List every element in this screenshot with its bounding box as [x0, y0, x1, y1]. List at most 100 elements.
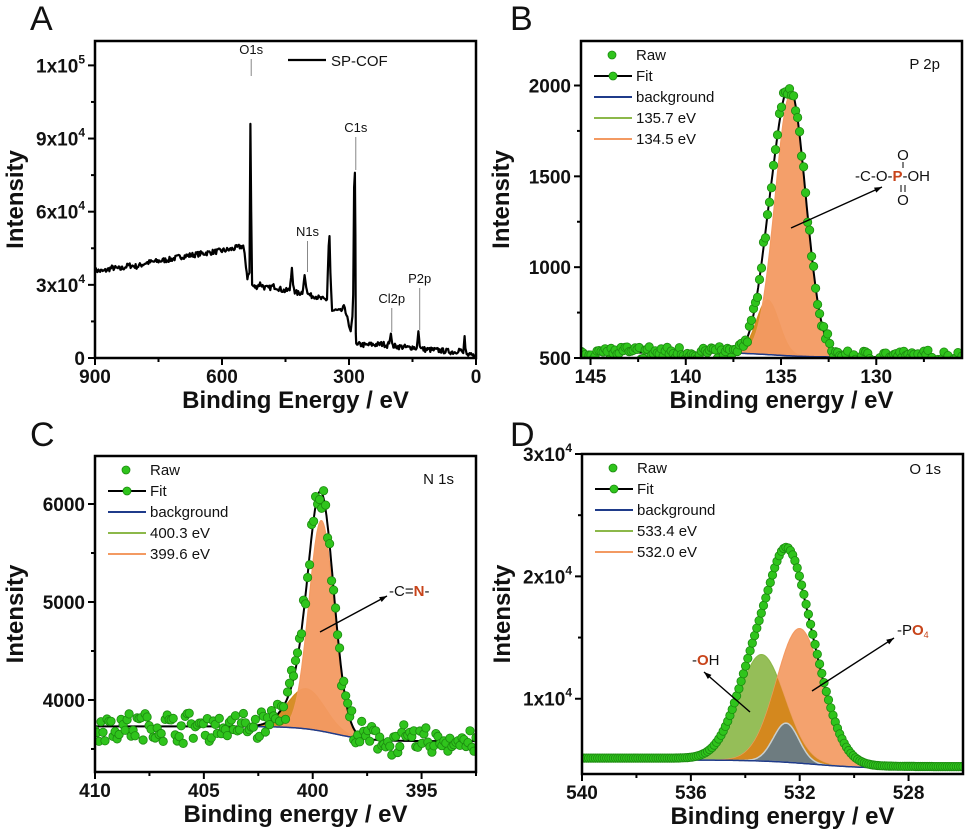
raw-data-point [278, 702, 289, 712]
panel-letter: D [510, 416, 535, 454]
panel-letter: A [30, 0, 53, 38]
y-tick-label-base: 1x10 [36, 56, 78, 77]
raw-data-point [756, 608, 766, 618]
raw-data-point [264, 720, 275, 730]
raw-data-point [300, 599, 311, 609]
raw-data-point [158, 736, 168, 747]
legend-label: background [150, 504, 228, 521]
raw-data-point [334, 643, 345, 653]
raw-data-point [738, 669, 749, 679]
formula-suffix: - [424, 583, 429, 600]
raw-data-point [763, 585, 773, 595]
raw-data-point [288, 671, 299, 681]
imine-formula: -C=N- [389, 583, 429, 600]
formula-highlight: P [893, 168, 903, 185]
y-tick-label-exponent: 4 [565, 563, 572, 577]
raw-data-point [923, 345, 933, 355]
raw-data-point [399, 720, 409, 730]
raw-data-point [801, 599, 811, 609]
raw-data-point [808, 261, 819, 271]
x-tick-label: 532 [784, 783, 816, 804]
legend-label: Raw [637, 460, 667, 477]
raw-data-point [766, 183, 777, 193]
raw-data-point [100, 736, 110, 746]
imine-annotation-arrow-line [319, 595, 388, 633]
legend-label: background [636, 89, 714, 106]
y-tick-label: 9x104 [36, 126, 85, 151]
raw-data-point [385, 741, 395, 751]
raw-data-point [343, 698, 353, 708]
raw-data-point [776, 102, 787, 112]
raw-data-point [184, 708, 194, 718]
panel-letter: B [510, 0, 533, 38]
raw-data-point [138, 735, 148, 745]
legend-marker-raw [608, 463, 618, 473]
x-tick-label: 145 [575, 367, 607, 388]
raw-data-point [98, 727, 108, 737]
legend-marker-raw [607, 50, 617, 60]
y-tick-label-exponent: 4 [78, 199, 85, 213]
plot-area [95, 486, 476, 760]
legend-label: 399.6 eV [150, 546, 210, 563]
raw-data-point [284, 678, 295, 688]
y-tick-label: 2x104 [523, 563, 572, 588]
raw-data-point [747, 638, 757, 648]
raw-data-point [823, 695, 834, 705]
raw-data-point [332, 630, 343, 640]
raw-data-point [810, 639, 820, 650]
raw-data-point [796, 580, 807, 590]
plot-area [95, 122, 476, 358]
legend-label: Raw [150, 462, 180, 479]
y-tick-label-base: 1x10 [523, 690, 565, 711]
legend-label: Fit [636, 68, 653, 85]
raw-data-point [743, 653, 753, 664]
panel-c: C Raw Fit background 400.3 eV 399.6 eV N 1s 410… [2, 416, 478, 828]
plot-frame [93, 454, 478, 774]
y-axis-title: Intensity [2, 150, 29, 249]
raw-data-point [812, 649, 822, 659]
raw-data-point [248, 722, 258, 732]
raw-data-point [752, 292, 763, 302]
label-highlight: O [697, 652, 709, 669]
hydroxyl-annotation-arrowhead [704, 672, 712, 680]
y-tick-label-exponent: 4 [78, 272, 85, 286]
legend-label: 533.4 eV [637, 523, 697, 540]
raw-data-point [754, 615, 764, 626]
raw-data-point [810, 283, 821, 293]
raw-data-point [799, 589, 809, 600]
raw-data-point [280, 714, 291, 724]
y-tick-label-base: 0 [74, 349, 85, 370]
x-tick-label: 600 [206, 367, 238, 388]
legend-label: 532.0 eV [637, 544, 697, 561]
raw-data-point [825, 338, 835, 349]
y-tick-label: 4000 [43, 691, 85, 712]
raw-data-point [106, 716, 116, 726]
raw-data-point [341, 691, 351, 701]
x-tick-label: 900 [79, 367, 111, 388]
legend-label: 135.7 eV [636, 110, 696, 127]
y-axis-title: Intensity [489, 564, 516, 663]
phosphate-annotation-arrow-line [790, 186, 883, 229]
raw-data-point [749, 630, 760, 641]
raw-data-point [355, 737, 365, 747]
raw-data-point [761, 593, 771, 603]
raw-data-point [214, 713, 224, 724]
plot-frame [579, 39, 964, 360]
peak-annotation-label: N1s [296, 224, 320, 239]
y-tick-label-base: 9x10 [36, 130, 78, 151]
label-subscript: 4 [924, 630, 929, 640]
raw-data-point [290, 655, 301, 666]
y-tick-label: 1x105 [36, 52, 85, 77]
y-tick-label: 500 [539, 349, 571, 370]
y-tick-label: 6000 [43, 495, 85, 516]
raw-data-point [330, 603, 341, 613]
raw-data-point [130, 731, 140, 741]
legend-marker-fit [122, 486, 132, 496]
raw-data-point [260, 727, 270, 737]
raw-data-point [932, 359, 940, 367]
raw-data-point [746, 315, 757, 325]
y-tick-label-exponent: 5 [78, 52, 85, 66]
spectrum-title: P 2p [909, 56, 940, 73]
legend-label: 400.3 eV [150, 525, 210, 542]
hydroxyl-annotation-arrow-line [703, 671, 751, 713]
